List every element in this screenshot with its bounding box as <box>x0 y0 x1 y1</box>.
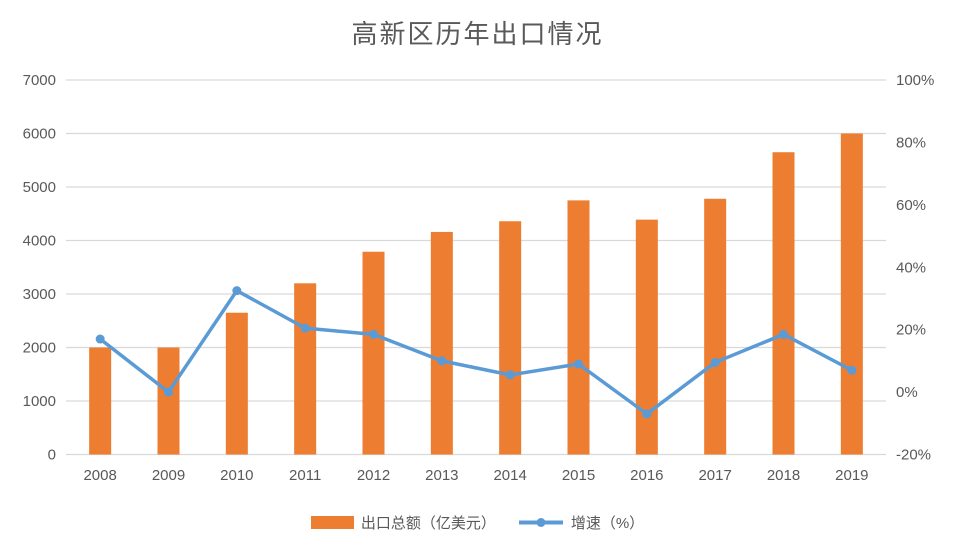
bar-2013 <box>430 231 453 455</box>
y-axis-left-tick-label: 7000 <box>23 72 56 89</box>
y-axis-left-tick-label: 0 <box>48 447 56 464</box>
legend-line-dot <box>536 517 546 527</box>
x-axis-label-2012: 2012 <box>357 467 390 484</box>
y-axis-right-tick-label: 0% <box>896 384 918 401</box>
growth-point-2013 <box>437 356 447 366</box>
bar-2015 <box>567 200 590 455</box>
bar-2014 <box>499 221 522 455</box>
legend: 出口总额（亿美元） 增速（%） <box>0 508 955 536</box>
growth-point-2009 <box>164 387 173 397</box>
bar-2018 <box>772 152 795 455</box>
growth-point-2018 <box>779 329 788 339</box>
x-axis-label-2016: 2016 <box>630 467 663 484</box>
line-series-swatch-icon <box>518 516 564 529</box>
y-axis-right-tick-label: 40% <box>896 259 926 276</box>
bar-2010 <box>225 312 248 455</box>
line-swatch-graphic <box>518 517 563 527</box>
x-axis-label-2008: 2008 <box>83 467 116 484</box>
x-axis-label-2011: 2011 <box>289 467 321 484</box>
x-axis-label-2013: 2013 <box>425 467 458 484</box>
bar-2012 <box>362 251 385 455</box>
bar-2008 <box>89 347 112 455</box>
x-axis-label-2014: 2014 <box>493 467 526 484</box>
growth-point-2011 <box>300 323 310 333</box>
growth-point-2012 <box>369 329 378 339</box>
growth-point-2016 <box>642 409 652 419</box>
x-axis-label-2017: 2017 <box>698 467 731 484</box>
y-axis-right-tick-label: 100% <box>896 72 934 89</box>
plot-area: 0 1000 2000 3000 4000 5000 6000 7000 -20% 0% 20% 40… <box>23 72 935 484</box>
x-axis-label-2015: 2015 <box>562 467 595 484</box>
y-axis-left-tick-label: 5000 <box>23 179 56 196</box>
bar-2011 <box>294 283 317 455</box>
y-axis-right-tick-label: 60% <box>896 197 926 214</box>
y-axis-right-tick-label: 80% <box>896 134 926 151</box>
growth-point-2008 <box>95 334 105 344</box>
y-axis-right-tick-label: 20% <box>896 322 926 339</box>
line-series-label: 增速（%） <box>570 514 645 532</box>
y-axis-left-tick-label: 2000 <box>23 340 56 357</box>
chart-title: 高新区历年出口情况 <box>351 20 604 50</box>
y-axis-right-tick-label: -20% <box>896 447 931 464</box>
growth-point-2017 <box>710 357 720 367</box>
bar-2016 <box>635 219 658 455</box>
x-axis-label-2010: 2010 <box>220 467 253 484</box>
bar-2019 <box>840 133 863 455</box>
bar-2009 <box>157 347 180 455</box>
x-axis-label-2009: 2009 <box>152 467 185 484</box>
bar-2017 <box>704 198 727 455</box>
growth-point-2010 <box>232 286 242 296</box>
y-axis-left-tick-label: 4000 <box>23 233 56 250</box>
growth-line <box>98 288 854 416</box>
growth-point-2015 <box>574 359 583 369</box>
y-axis-left-tick-label: 1000 <box>23 393 56 410</box>
x-axis-label-2018: 2018 <box>767 467 800 484</box>
growth-point-2014 <box>505 370 515 380</box>
x-axis-label-2019: 2019 <box>835 467 868 484</box>
bar-series-swatch <box>310 515 354 529</box>
y-axis-left-tick-label: 3000 <box>23 286 56 303</box>
bar-series-label: 出口总额（亿美元） <box>360 514 496 532</box>
growth-point-2019 <box>847 365 857 375</box>
y-axis-left-tick-label: 6000 <box>23 126 56 143</box>
